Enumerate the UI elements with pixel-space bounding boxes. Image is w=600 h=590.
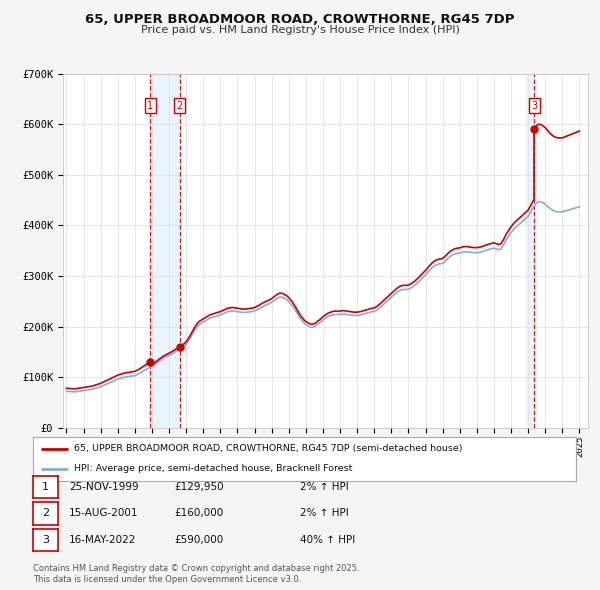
Text: £590,000: £590,000 [174, 535, 223, 545]
Text: HPI: Average price, semi-detached house, Bracknell Forest: HPI: Average price, semi-detached house,… [74, 464, 352, 473]
Text: 2: 2 [42, 509, 49, 518]
Text: 16-MAY-2022: 16-MAY-2022 [69, 535, 136, 545]
Text: 25-NOV-1999: 25-NOV-1999 [69, 482, 139, 491]
Text: 1: 1 [42, 482, 49, 491]
Text: £129,950: £129,950 [174, 482, 224, 491]
Bar [526, 74, 535, 428]
Text: Price paid vs. HM Land Registry's House Price Index (HPI): Price paid vs. HM Land Registry's House … [140, 25, 460, 35]
Text: £160,000: £160,000 [174, 509, 223, 518]
Text: 15-AUG-2001: 15-AUG-2001 [69, 509, 139, 518]
Text: 2% ↑ HPI: 2% ↑ HPI [300, 482, 349, 491]
Text: Contains HM Land Registry data © Crown copyright and database right 2025.: Contains HM Land Registry data © Crown c… [33, 565, 359, 573]
Text: 2% ↑ HPI: 2% ↑ HPI [300, 509, 349, 518]
Text: 65, UPPER BROADMOOR ROAD, CROWTHORNE, RG45 7DP (semi-detached house): 65, UPPER BROADMOOR ROAD, CROWTHORNE, RG… [74, 444, 462, 453]
Text: 3: 3 [42, 535, 49, 545]
Text: 1: 1 [147, 101, 153, 110]
Text: 40% ↑ HPI: 40% ↑ HPI [300, 535, 355, 545]
Bar [150, 74, 179, 428]
Text: 65, UPPER BROADMOOR ROAD, CROWTHORNE, RG45 7DP: 65, UPPER BROADMOOR ROAD, CROWTHORNE, RG… [85, 13, 515, 26]
Text: This data is licensed under the Open Government Licence v3.0.: This data is licensed under the Open Gov… [33, 575, 301, 584]
Text: 3: 3 [532, 101, 538, 110]
Text: 2: 2 [176, 101, 183, 110]
